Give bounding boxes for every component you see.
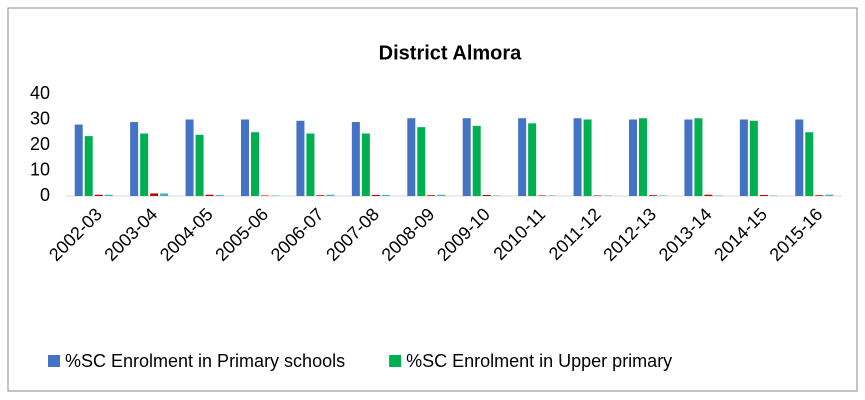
chart-title: District Almora <box>379 42 523 64</box>
bar <box>462 118 471 196</box>
y-tick-label: 30 <box>30 108 50 128</box>
bar <box>528 123 537 196</box>
bar <box>150 193 159 196</box>
bar <box>603 195 612 196</box>
bar <box>241 119 249 196</box>
bar <box>251 132 259 196</box>
bar <box>140 133 149 196</box>
bar <box>815 195 824 196</box>
y-tick-label: 0 <box>40 185 50 205</box>
bar <box>306 133 315 196</box>
bar <box>593 195 602 196</box>
y-tick-label: 20 <box>30 134 50 154</box>
bar <box>573 118 582 196</box>
bar <box>704 194 713 196</box>
bar <box>518 118 527 196</box>
bar <box>84 136 93 196</box>
y-tick-label: 40 <box>30 83 50 103</box>
bar <box>749 120 758 196</box>
bar <box>205 194 214 196</box>
bar <box>104 194 113 196</box>
bar <box>326 194 335 196</box>
bar <box>316 195 325 196</box>
bar <box>437 194 446 196</box>
bar <box>659 195 667 196</box>
bar <box>185 119 194 196</box>
bar <box>351 122 360 196</box>
bar <box>795 119 804 196</box>
legend-label: %SC Enrolment in Upper primary <box>406 351 672 371</box>
bar <box>407 118 416 196</box>
bar <box>427 195 436 196</box>
bar <box>94 194 103 196</box>
bar <box>130 122 139 196</box>
bar <box>160 193 169 196</box>
bar <box>805 132 814 196</box>
bar <box>472 125 481 196</box>
bar <box>538 195 547 196</box>
bar <box>769 195 778 196</box>
bar <box>261 195 269 196</box>
bar <box>482 194 491 196</box>
bar <box>215 194 224 196</box>
bar <box>629 119 637 196</box>
bar <box>684 119 693 196</box>
bar <box>739 119 748 196</box>
bar <box>714 195 723 196</box>
bar <box>381 194 390 196</box>
bar <box>583 119 592 196</box>
legend-swatch <box>389 355 402 367</box>
bar <box>694 118 703 196</box>
bar <box>296 120 305 196</box>
bar <box>371 194 380 196</box>
bar <box>74 124 83 196</box>
legend-swatch <box>48 355 60 367</box>
bar <box>825 194 834 196</box>
bar <box>649 195 657 196</box>
bar <box>417 127 426 196</box>
bar <box>548 195 557 196</box>
y-tick-label: 10 <box>30 159 50 179</box>
chart-frame <box>7 7 858 392</box>
bar <box>361 133 370 196</box>
bar <box>759 194 768 196</box>
legend-label: %SC Enrolment in Primary schools <box>65 351 345 371</box>
bar <box>492 195 501 196</box>
bar <box>639 118 647 196</box>
bar <box>195 134 204 196</box>
bar <box>271 195 279 196</box>
